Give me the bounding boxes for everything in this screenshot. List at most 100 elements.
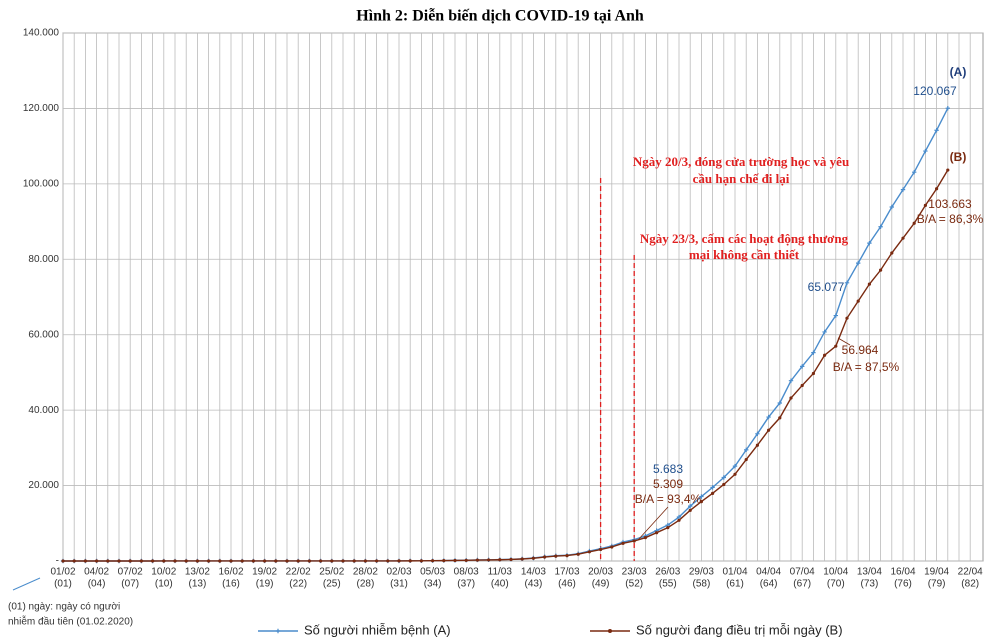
point: [923, 203, 928, 207]
legend-marker: [275, 628, 281, 634]
point: [699, 494, 704, 499]
x-tick-sublabel: (25): [323, 579, 341, 590]
legend-label: Số người đang điều trị mỗi ngày (B): [636, 622, 843, 637]
y-tick-label: 80.000: [28, 254, 59, 265]
event-label: Ngày 20/3, đóng cửa trường học và yêu: [633, 154, 849, 169]
point: [856, 299, 860, 303]
point: [655, 531, 659, 535]
point: [688, 503, 693, 509]
point: [867, 282, 872, 286]
point: [800, 383, 804, 388]
x-tick-label: 20/03: [588, 567, 613, 578]
legend-label: Số người nhiễm bệnh (A): [304, 622, 451, 637]
x-tick-sublabel: (16): [222, 579, 240, 590]
event-label: mại không cần thiết: [689, 247, 800, 262]
x-tick-label: 13/04: [857, 567, 882, 578]
x-tick-label: 16/04: [890, 567, 915, 578]
x-tick-sublabel: (10): [155, 579, 173, 590]
point: [498, 558, 502, 562]
x-tick-label: 22/04: [958, 567, 983, 578]
x-tick-label: 13/02: [185, 567, 210, 578]
point: [766, 414, 771, 420]
point: [789, 396, 793, 400]
x-tick-sublabel: (43): [525, 579, 543, 590]
footnote-arrow: [12, 577, 41, 591]
point: [676, 514, 682, 520]
point: [732, 463, 738, 469]
point: [554, 554, 558, 558]
annotation: 56.964: [842, 343, 879, 357]
point: [688, 508, 692, 512]
x-tick-label: 26/03: [655, 567, 680, 578]
y-tick-label: 140.000: [23, 28, 60, 39]
x-tick-sublabel: (52): [625, 579, 643, 590]
point: [945, 105, 950, 111]
point: [935, 187, 939, 191]
point: [811, 371, 816, 376]
event-label: Ngày 23/3, cấm các hoạt động thương: [640, 231, 849, 246]
point: [901, 236, 905, 240]
point: [475, 558, 479, 562]
point: [83, 559, 87, 563]
point: [811, 350, 816, 355]
x-tick-label: 07/04: [790, 567, 815, 578]
point: [229, 559, 233, 563]
x-tick-sublabel: (55): [659, 579, 677, 590]
point: [296, 559, 300, 563]
point: [419, 559, 423, 563]
point: [95, 559, 99, 563]
point: [643, 536, 648, 540]
annotation: 5.309: [653, 477, 683, 491]
point: [823, 353, 827, 357]
annotation: B/A = 93,4%: [635, 492, 702, 506]
point: [543, 555, 547, 559]
point: [251, 559, 255, 563]
x-tick-sublabel: (46): [558, 579, 576, 590]
footnote: (01) ngày: ngày có người: [8, 602, 120, 613]
point: [844, 280, 850, 286]
x-tick-sublabel: (22): [289, 579, 307, 590]
y-tick-label: 20.000: [28, 480, 59, 491]
x-tick-sublabel: (76): [894, 579, 912, 590]
point: [184, 559, 188, 563]
x-tick-label: 28/02: [353, 567, 378, 578]
x-tick-sublabel: (67): [793, 579, 811, 590]
legend-marker: [608, 629, 612, 633]
point: [162, 559, 166, 563]
x-tick-sublabel: (79): [928, 579, 946, 590]
x-tick-sublabel: (01): [54, 579, 72, 590]
x-tick-label: 19/04: [924, 567, 949, 578]
x-tick-label: 19/02: [252, 567, 277, 578]
point: [442, 559, 446, 563]
x-tick-sublabel: (07): [121, 579, 139, 590]
point: [755, 431, 760, 437]
point: [509, 557, 513, 562]
point: [520, 557, 524, 561]
point: [587, 550, 592, 554]
chart-title: Hình 2: Diễn biến dịch COVID-19 tại Anh: [356, 8, 644, 25]
point: [386, 559, 390, 563]
x-tick-sublabel: (58): [693, 579, 711, 590]
point: [307, 559, 311, 563]
point: [721, 475, 726, 480]
annotation: 120.067: [913, 84, 957, 98]
point: [934, 128, 939, 133]
point: [733, 472, 737, 476]
y-tick-label: 40.000: [28, 405, 59, 416]
x-tick-label: 14/03: [521, 567, 546, 578]
point: [912, 221, 916, 225]
annotation: 5.683: [653, 462, 683, 476]
annotation: B/A = 86,3%: [917, 212, 984, 226]
x-tick-label: 10/02: [151, 567, 176, 578]
point: [565, 554, 569, 558]
point: [900, 187, 906, 192]
point: [195, 559, 199, 563]
x-tick-label: 04/02: [84, 567, 109, 578]
point: [677, 518, 681, 522]
point: [890, 251, 894, 255]
y-tick-label: -: [56, 556, 59, 567]
point: [878, 224, 883, 229]
point: [800, 364, 805, 369]
point: [139, 559, 143, 563]
point: [755, 443, 760, 447]
